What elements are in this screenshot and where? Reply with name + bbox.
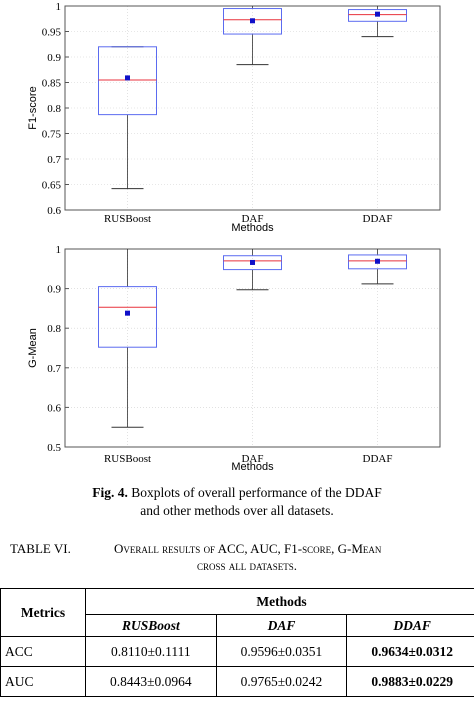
table-caption: TABLE VI. Overall results of ACC, AUC, F…	[0, 540, 474, 574]
y-tick-label: 0.9	[47, 52, 61, 64]
caption-line-2: and other methods over all datasets.	[140, 503, 334, 518]
box	[223, 255, 282, 271]
y-axis-label: F1-score	[27, 86, 39, 129]
y-tick-label: 0.8	[47, 103, 61, 115]
y-tick-label: 0.5	[47, 442, 61, 454]
method-header-ddaf: DDAF	[346, 614, 474, 637]
y-tick-label: 1	[56, 244, 62, 256]
box	[348, 9, 407, 22]
caption-line-1: Boxplots of overall performance of the D…	[127, 485, 382, 500]
metric-cell: ACC	[0, 636, 86, 667]
y-tick-label: 0.8	[47, 323, 61, 335]
metric-cell: AUC	[0, 666, 86, 697]
x-tick-label: RUSBoost	[104, 453, 151, 465]
figure-label: Fig. 4.	[92, 485, 128, 500]
mean-marker	[125, 310, 130, 316]
figure-caption: Fig. 4. Boxplots of overall performance …	[0, 484, 474, 520]
table-number: TABLE VI.	[10, 541, 71, 556]
y-tick-label: 0.7	[47, 154, 61, 166]
table-title-line-1: Overall results of ACC, AUC, F1-score, G…	[114, 541, 382, 556]
x-tick-label: DAF	[241, 453, 263, 465]
mean-marker	[125, 75, 130, 81]
y-tick-label: 0.6	[47, 402, 61, 414]
x-tick-label: DDAF	[363, 453, 393, 465]
f1-score-boxplot-svg: 0.6 0.65 0.7 0.75 0.8 0.85 0.9 0.95 1 RUSBoost DAF…	[27, 1, 441, 234]
x-axis-label: Methods	[231, 461, 274, 473]
value-cell-best: 0.9634±0.0312	[346, 636, 474, 667]
box	[98, 286, 157, 348]
method-header-daf: DAF	[215, 614, 348, 637]
table-title-line-2: cross all datasets.	[196, 558, 298, 573]
mean-marker	[250, 18, 255, 24]
x-tick-label: RUSBoost	[104, 213, 151, 225]
y-tick-label: 0.9	[47, 284, 61, 296]
method-header-rusboost: RUSBoost	[85, 614, 217, 637]
g-mean-boxplot-svg: 0.5 0.6 0.7 0.8 0.9 1 RUSBoost DAF DDAF Methods G-…	[27, 244, 441, 473]
y-tick-label: 0.7	[47, 363, 61, 375]
g-mean-boxplot: 0.5 0.6 0.7 0.8 0.9 1 RUSBoost DAF DDAF Methods G-…	[0, 240, 474, 480]
x-tick-label: DAF	[241, 213, 263, 225]
value-cell: 0.8110±0.1111	[85, 636, 217, 667]
value-cell: 0.9596±0.0351	[215, 636, 348, 667]
value-cell: 0.8443±0.0964	[85, 666, 217, 697]
table-row: AUC 0.8443±0.0964 0.9765±0.0242 0.9883±0…	[0, 666, 474, 697]
x-tick-label: DDAF	[363, 213, 393, 225]
box	[348, 254, 407, 270]
metrics-header: Metrics	[0, 588, 86, 637]
value-cell: 0.9765±0.0242	[215, 666, 348, 697]
f1-score-boxplot: 0.6 0.65 0.7 0.75 0.8 0.85 0.9 0.95 1 RUSBoost DAF…	[0, 0, 474, 240]
y-tick-label: 1	[56, 1, 62, 13]
mean-marker	[375, 258, 380, 264]
y-tick-label: 0.75	[42, 129, 62, 141]
mean-marker	[250, 259, 255, 265]
table-row: ACC 0.8110±0.1111 0.9596±0.0351 0.9634±0…	[0, 636, 474, 667]
y-axis-label: G-Mean	[27, 328, 39, 368]
mean-marker	[375, 11, 380, 17]
results-table: Metrics Methods RUSBoost DAF DDAF ACC 0.…	[0, 588, 474, 697]
box	[223, 8, 282, 35]
y-tick-label: 0.95	[42, 27, 62, 39]
y-tick-label: 0.6	[47, 205, 61, 217]
box	[98, 46, 157, 116]
y-tick-label: 0.65	[42, 180, 62, 192]
x-axis-label: Methods	[231, 222, 274, 234]
y-tick-label: 0.85	[42, 78, 62, 90]
value-cell-best: 0.9883±0.0229	[346, 666, 474, 697]
methods-header: Methods	[85, 588, 474, 615]
